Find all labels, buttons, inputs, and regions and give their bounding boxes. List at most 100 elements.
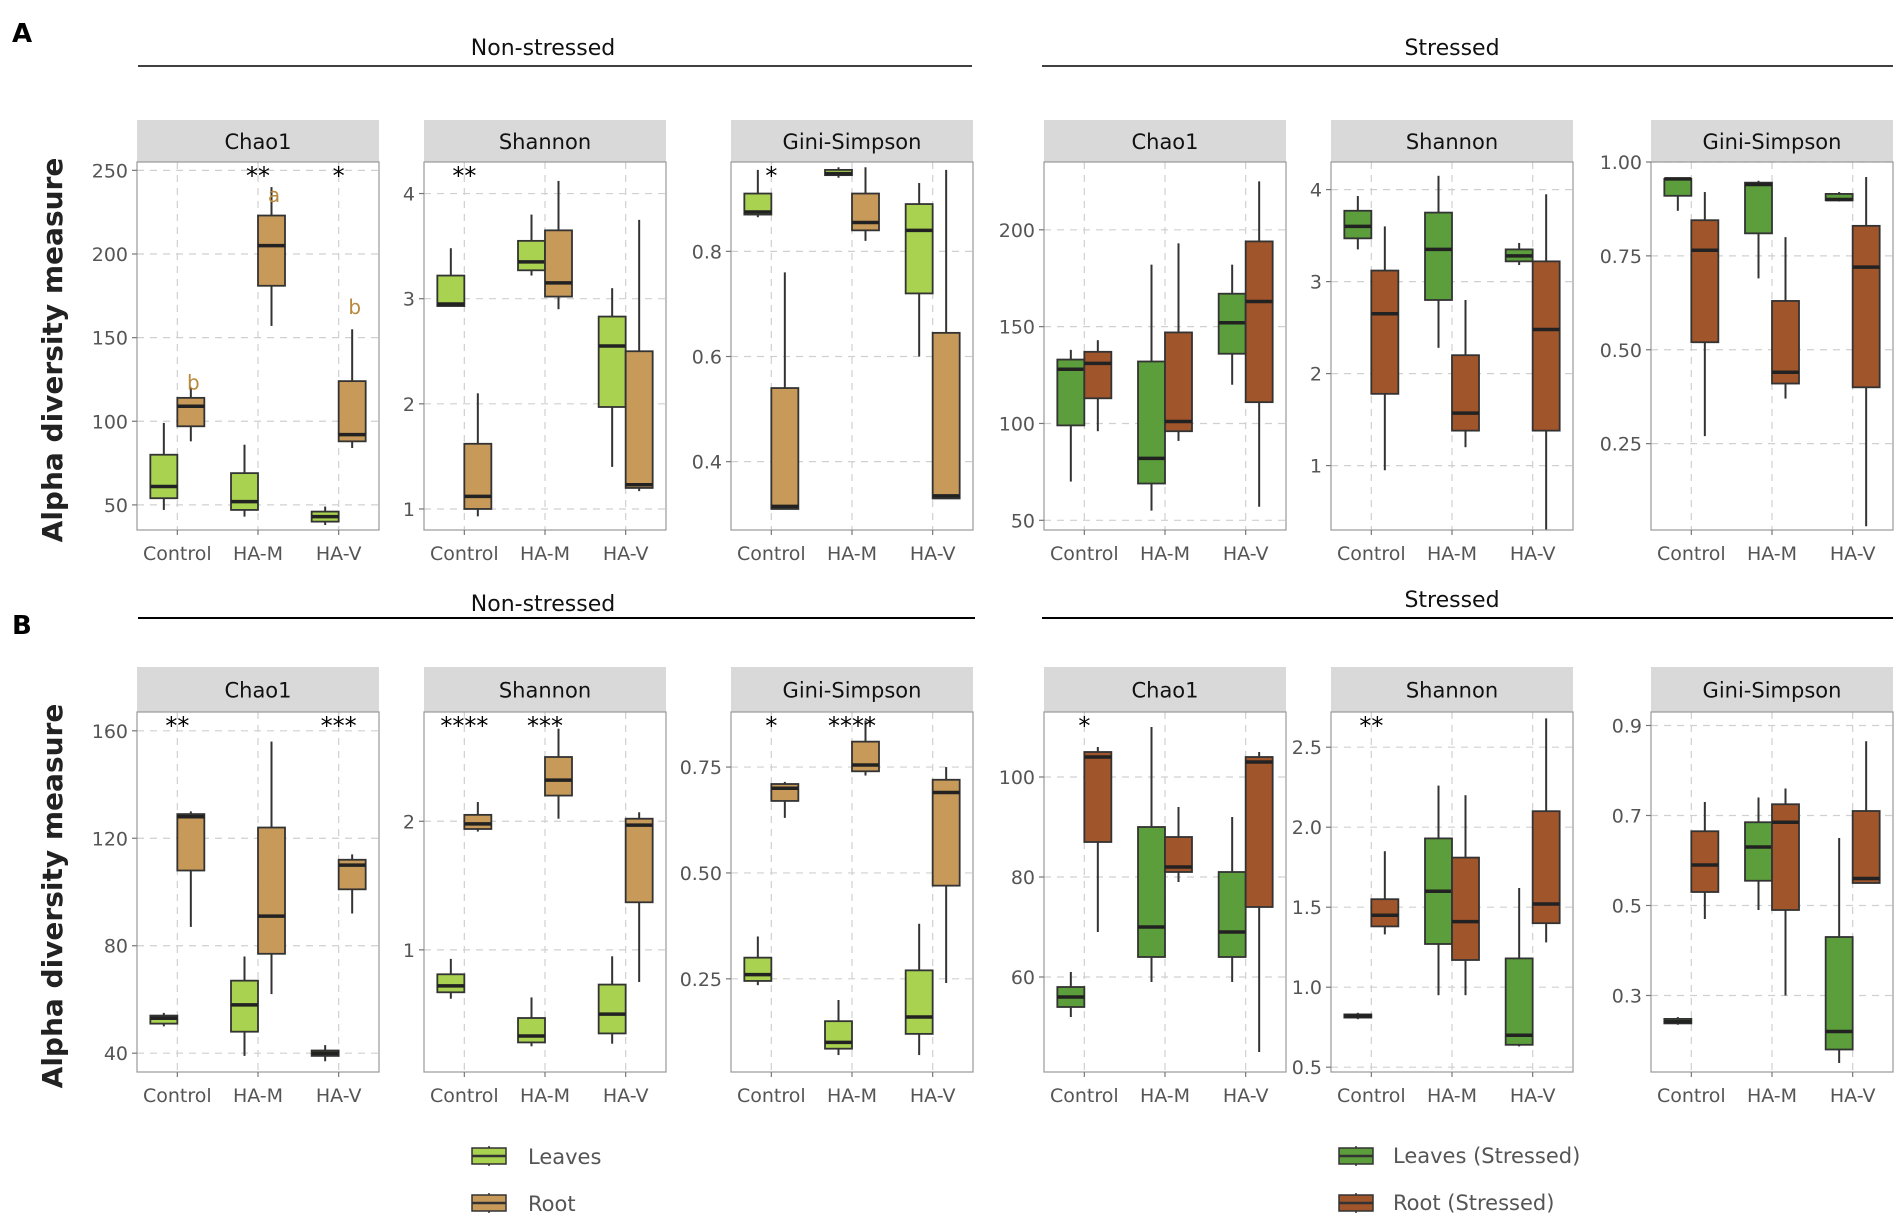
box-body [517, 1017, 546, 1044]
y-tick-label: 80 [104, 936, 128, 958]
box-body [176, 396, 206, 428]
box-body [770, 387, 800, 510]
panel-b-2: Gini-Simpson 0.25 0.50 0.75 Control HA-M HA-V *… [680, 667, 974, 1107]
box-leaves-ha-m [517, 214, 546, 276]
box-leaves-ha-v [310, 1045, 340, 1062]
x-tick-label: Control [1337, 543, 1406, 565]
box-root-ha-m [851, 167, 880, 241]
box-root-ha-m [544, 180, 573, 310]
box-body [904, 969, 934, 1035]
box-leaves-control [149, 1012, 179, 1027]
facet-strip [424, 667, 666, 712]
box-leaves-ha-v [904, 923, 934, 1056]
box-body [1217, 871, 1247, 958]
facet-title: Chao1 [224, 130, 291, 154]
box-body [1164, 331, 1193, 433]
x-tick-label: HA-M [827, 1085, 877, 1107]
significance-marker: * [765, 712, 777, 740]
box-root-stressed-ha-v [1851, 177, 1881, 527]
box-body [1343, 209, 1373, 240]
box-body [1771, 803, 1800, 911]
box-root-ha-v [624, 812, 654, 982]
box-body [1744, 821, 1773, 882]
x-tick-label: Control [737, 1085, 806, 1107]
box-leaves-ha-v [310, 506, 340, 525]
box-root-ha-m [257, 741, 286, 995]
y-tick-label: 0.50 [1600, 340, 1642, 362]
legend-nonstressed: Leaves Root [471, 1145, 601, 1216]
facet-strip [1331, 120, 1573, 162]
box-body [1137, 826, 1166, 958]
box-leaves-stressed-ha-m [1424, 175, 1453, 348]
box-body [1083, 751, 1113, 843]
y-tick-label: 3 [1310, 272, 1322, 294]
facet-title: Shannon [499, 130, 591, 154]
y-tick-label: 1.00 [1600, 152, 1642, 174]
box-body [624, 817, 654, 904]
box-body [1244, 240, 1274, 404]
group-title-a-stressed: Stressed [1404, 36, 1499, 61]
y-tick-label: 0.50 [680, 863, 722, 885]
box-body [904, 203, 934, 295]
y-tick-label: 0.75 [680, 757, 722, 779]
y-tick-label: 100 [999, 413, 1035, 435]
y-tick-label: 80 [1011, 867, 1035, 889]
box-body [1244, 756, 1274, 908]
facet-title: Gini-Simpson [1703, 679, 1842, 703]
group-letter: a [268, 183, 280, 207]
box-body [1690, 830, 1720, 893]
box-body [1531, 260, 1561, 432]
x-tick-label: HA-V [316, 1085, 362, 1107]
box-body [517, 239, 546, 272]
x-tick-label: Control [1337, 1085, 1406, 1107]
box-root-ha-v [931, 767, 961, 984]
box-root-stressed-control [1370, 226, 1400, 471]
row-label-b: B [12, 611, 32, 641]
facet-title: Gini-Simpson [783, 130, 922, 154]
box-root-stressed-control [1083, 747, 1113, 932]
x-tick-label: HA-V [603, 543, 649, 565]
box-body [743, 192, 773, 216]
significance-marker: *** [321, 712, 357, 740]
box-root-stressed-ha-m [1771, 788, 1800, 996]
box-leaves-control [149, 422, 179, 510]
x-tick-label: HA-V [1510, 543, 1556, 565]
y-tick-label: 1 [403, 499, 415, 521]
y-tick-label: 0.25 [680, 969, 722, 991]
y-tick-label: 2 [1310, 364, 1322, 386]
x-tick-label: Control [1050, 543, 1119, 565]
significance-marker: ** [1359, 712, 1383, 740]
group-title-a-nonstressed: Non-stressed [471, 36, 615, 61]
box-body [1370, 269, 1400, 395]
box-root-stressed-control [1083, 340, 1113, 432]
x-tick-label: HA-V [316, 543, 362, 565]
x-tick-label: Control [1657, 543, 1726, 565]
box-leaves-control [743, 169, 773, 218]
row-label-a: A [12, 19, 32, 49]
facet-strip [1651, 667, 1893, 712]
panel-a-3: Chao1 50 100 150 200 Control HA-M HA-V [999, 120, 1287, 565]
legend-key-leaves [471, 1146, 507, 1166]
significance-marker: * [1078, 712, 1090, 740]
x-tick-label: HA-M [1427, 1085, 1477, 1107]
box-leaves-ha-m [230, 444, 259, 517]
legend-key-leaves-stressed [1338, 1146, 1374, 1166]
facet-strip [1044, 667, 1286, 712]
box-body [851, 740, 880, 773]
box-body [1771, 300, 1800, 385]
box-body [851, 192, 880, 232]
box-root-ha-m [257, 187, 286, 326]
box-leaves-stressed-control [1056, 349, 1086, 482]
box-root-stressed-ha-v [1531, 194, 1561, 530]
y-tick-label: 0.25 [1600, 434, 1642, 456]
significance-marker: * [765, 162, 777, 190]
box-root-ha-v [337, 854, 367, 914]
box-body [1663, 177, 1693, 197]
x-tick-label: Control [1050, 1085, 1119, 1107]
x-tick-label: Control [143, 1085, 212, 1107]
box-body [1083, 350, 1113, 400]
box-leaves-stressed-ha-v [1504, 242, 1534, 266]
box-body [230, 472, 259, 511]
y-tick-label: 0.5 [1612, 896, 1642, 918]
